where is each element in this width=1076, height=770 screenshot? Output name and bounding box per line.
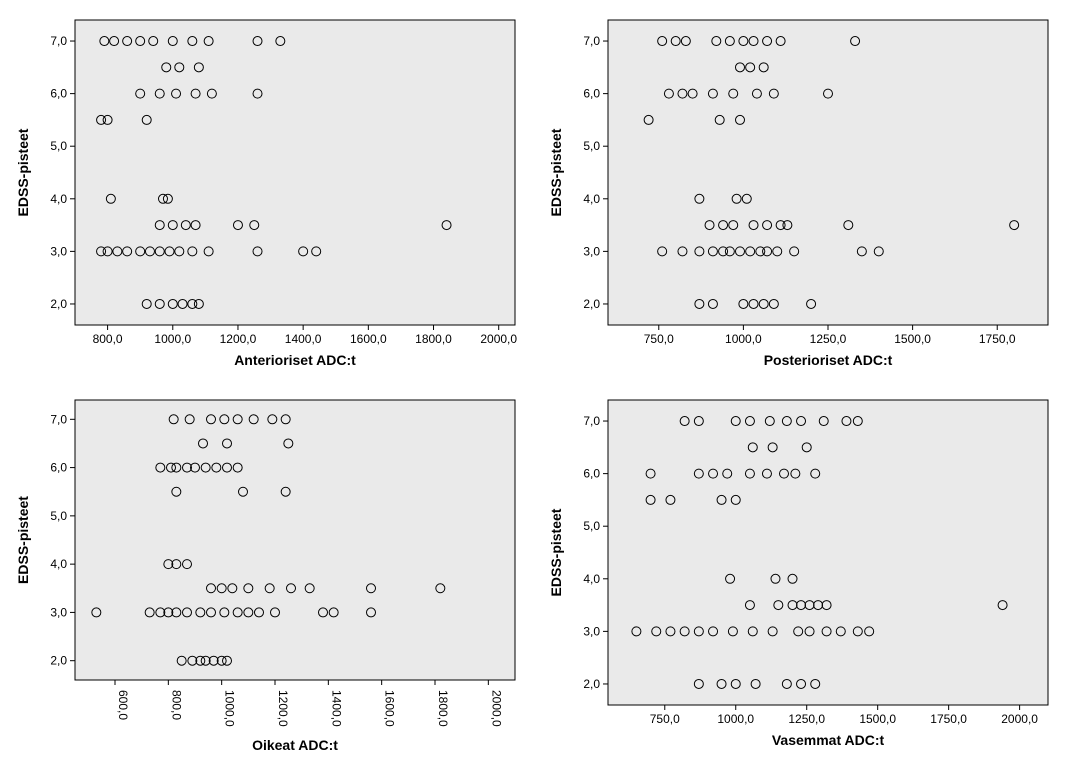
y-tick-label: 4,0 [583,192,600,206]
x-tick-label: 1200,0 [276,690,290,727]
y-axis-title: EDSS-pisteet [15,496,31,584]
y-tick-label: 5,0 [50,139,67,153]
x-tick-label: 1000,0 [154,332,191,346]
y-tick-label: 6,0 [583,87,600,101]
y-tick-label: 7,0 [583,414,600,428]
x-tick-label: 1200,0 [220,332,257,346]
plot-area [608,400,1048,705]
y-axis-title: EDSS-pisteet [548,128,564,216]
y-tick-label: 6,0 [50,461,67,475]
x-tick-label: 750,0 [650,712,680,726]
x-tick-label: 1600,0 [383,690,397,727]
chart-grid: 2,0 3,0 4,0 5,0 6,0 7,0 EDSS-pisteet 800,0 1000,… [0,0,1076,770]
x-tick-label: 1750,0 [979,332,1016,346]
x-tick-label: 1500,0 [859,712,896,726]
x-tick-label: 2000,0 [1001,712,1038,726]
y-tick-label: 5,0 [50,509,67,523]
plot-area [608,20,1048,325]
y-tick-label: 3,0 [50,244,67,258]
x-axis-title: Oikeat ADC:t [252,737,338,753]
x-tick-label: 1250,0 [810,332,847,346]
x-tick-label: 800,0 [93,332,123,346]
x-tick-label: 750,0 [644,332,674,346]
y-tick-label: 4,0 [50,557,67,571]
x-axis-title: Anterioriset ADC:t [234,352,356,368]
x-tick-label: 1800,0 [415,332,452,346]
panel-posteriori: 2,0 3,0 4,0 5,0 6,0 7,0 EDSS-pisteet 750,0 1000,… [543,10,1066,380]
x-axis-title: Vasemmat ADC:t [772,732,885,748]
y-tick-label: 7,0 [50,34,67,48]
x-tick-label: 1800,0 [436,690,450,727]
plot-area [75,20,515,325]
x-tick-label: 1250,0 [788,712,825,726]
y-tick-label: 2,0 [583,297,600,311]
y-tick-label: 3,0 [583,244,600,258]
y-axis-title: EDSS-pisteet [15,128,31,216]
y-tick-label: 5,0 [583,139,600,153]
y-tick-label: 3,0 [583,624,600,638]
y-tick-label: 2,0 [583,677,600,691]
plot-area [75,400,515,680]
x-tick-label: 1400,0 [285,332,322,346]
y-tick-label: 4,0 [583,572,600,586]
x-tick-label: 2000,0 [489,690,503,727]
panel-anteriori: 2,0 3,0 4,0 5,0 6,0 7,0 EDSS-pisteet 800,0 1000,… [10,10,533,380]
y-axis-title: EDSS-pisteet [548,508,564,596]
panel-vasemmat: 2,0 3,0 4,0 5,0 6,0 7,0 EDSS-pisteet 750,0 1000,… [543,390,1066,760]
y-tick-label: 2,0 [50,654,67,668]
x-tick-label: 1600,0 [350,332,387,346]
y-tick-label: 6,0 [50,87,67,101]
y-tick-label: 3,0 [50,605,67,619]
y-tick-label: 7,0 [583,34,600,48]
x-tick-label: 1500,0 [894,332,931,346]
x-tick-label: 1000,0 [223,690,237,727]
y-tick-label: 2,0 [50,297,67,311]
x-tick-label: 800,0 [169,690,183,720]
x-tick-label: 1750,0 [930,712,967,726]
y-tick-label: 6,0 [583,467,600,481]
x-tick-label: 1000,0 [717,712,754,726]
x-tick-label: 1400,0 [329,690,343,727]
x-tick-label: 600,0 [116,690,130,720]
y-tick-label: 7,0 [50,412,67,426]
panel-oikeat: 2,0 3,0 4,0 5,0 6,0 7,0 EDSS-pisteet 600,0 800,0… [10,390,533,760]
y-tick-label: 4,0 [50,192,67,206]
y-tick-label: 5,0 [583,519,600,533]
x-axis-title: Posterioriset ADC:t [764,352,893,368]
x-tick-label: 2000,0 [480,332,517,346]
x-tick-label: 1000,0 [725,332,762,346]
